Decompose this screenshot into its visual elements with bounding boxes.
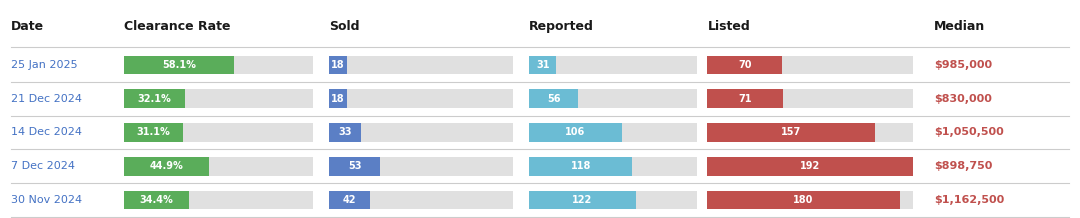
FancyBboxPatch shape (707, 157, 913, 175)
FancyBboxPatch shape (707, 123, 875, 142)
Text: 21 Dec 2024: 21 Dec 2024 (11, 94, 82, 104)
FancyBboxPatch shape (707, 191, 913, 209)
FancyBboxPatch shape (124, 157, 313, 175)
Text: 106: 106 (565, 128, 585, 137)
Text: 34.4%: 34.4% (139, 195, 174, 205)
Text: 31.1%: 31.1% (137, 128, 171, 137)
Text: 18: 18 (332, 94, 345, 104)
Text: 30 Nov 2024: 30 Nov 2024 (11, 195, 82, 205)
FancyBboxPatch shape (329, 191, 513, 209)
Text: 56: 56 (546, 94, 561, 104)
Text: 7 Dec 2024: 7 Dec 2024 (11, 161, 75, 171)
Text: $830,000: $830,000 (934, 94, 993, 104)
FancyBboxPatch shape (329, 123, 513, 142)
FancyBboxPatch shape (124, 157, 210, 175)
Text: 32.1%: 32.1% (137, 94, 172, 104)
Text: Median: Median (934, 20, 985, 33)
FancyBboxPatch shape (529, 89, 578, 108)
FancyBboxPatch shape (529, 157, 697, 175)
FancyBboxPatch shape (707, 191, 900, 209)
FancyBboxPatch shape (529, 56, 556, 74)
FancyBboxPatch shape (707, 157, 913, 175)
Text: 192: 192 (800, 161, 820, 171)
FancyBboxPatch shape (124, 191, 189, 209)
FancyBboxPatch shape (529, 56, 697, 74)
FancyBboxPatch shape (124, 89, 185, 108)
Text: 180: 180 (794, 195, 813, 205)
FancyBboxPatch shape (529, 123, 622, 142)
FancyBboxPatch shape (124, 56, 234, 74)
Text: Date: Date (11, 20, 44, 33)
FancyBboxPatch shape (124, 89, 313, 108)
Text: 25 Jan 2025: 25 Jan 2025 (11, 60, 78, 70)
Text: 70: 70 (738, 60, 752, 70)
Text: 58.1%: 58.1% (162, 60, 197, 70)
Text: 33: 33 (338, 128, 352, 137)
Text: $1,162,500: $1,162,500 (934, 195, 1004, 205)
FancyBboxPatch shape (124, 56, 313, 74)
Text: $985,000: $985,000 (934, 60, 993, 70)
Text: $898,750: $898,750 (934, 161, 993, 171)
Text: 31: 31 (536, 60, 550, 70)
Text: 157: 157 (781, 128, 801, 137)
Text: 118: 118 (570, 161, 591, 171)
FancyBboxPatch shape (529, 191, 635, 209)
FancyBboxPatch shape (329, 191, 369, 209)
FancyBboxPatch shape (124, 191, 313, 209)
FancyBboxPatch shape (529, 123, 697, 142)
FancyBboxPatch shape (529, 89, 697, 108)
Text: 122: 122 (572, 195, 593, 205)
FancyBboxPatch shape (707, 89, 783, 108)
FancyBboxPatch shape (529, 191, 697, 209)
FancyBboxPatch shape (529, 157, 632, 175)
FancyBboxPatch shape (329, 56, 347, 74)
FancyBboxPatch shape (329, 157, 513, 175)
Text: 71: 71 (739, 94, 752, 104)
FancyBboxPatch shape (124, 123, 183, 142)
FancyBboxPatch shape (707, 56, 782, 74)
FancyBboxPatch shape (329, 123, 361, 142)
Text: $1,050,500: $1,050,500 (934, 128, 1004, 137)
FancyBboxPatch shape (124, 123, 313, 142)
FancyBboxPatch shape (707, 56, 913, 74)
Text: 42: 42 (342, 195, 356, 205)
FancyBboxPatch shape (329, 89, 513, 108)
FancyBboxPatch shape (329, 157, 380, 175)
Text: Reported: Reported (529, 20, 594, 33)
FancyBboxPatch shape (329, 89, 347, 108)
Text: 44.9%: 44.9% (150, 161, 184, 171)
Text: 18: 18 (332, 60, 345, 70)
Text: Clearance Rate: Clearance Rate (124, 20, 231, 33)
FancyBboxPatch shape (707, 89, 913, 108)
FancyBboxPatch shape (329, 56, 513, 74)
Text: 53: 53 (348, 161, 362, 171)
FancyBboxPatch shape (707, 123, 913, 142)
Text: 14 Dec 2024: 14 Dec 2024 (11, 128, 82, 137)
Text: Sold: Sold (329, 20, 360, 33)
Text: Listed: Listed (707, 20, 751, 33)
